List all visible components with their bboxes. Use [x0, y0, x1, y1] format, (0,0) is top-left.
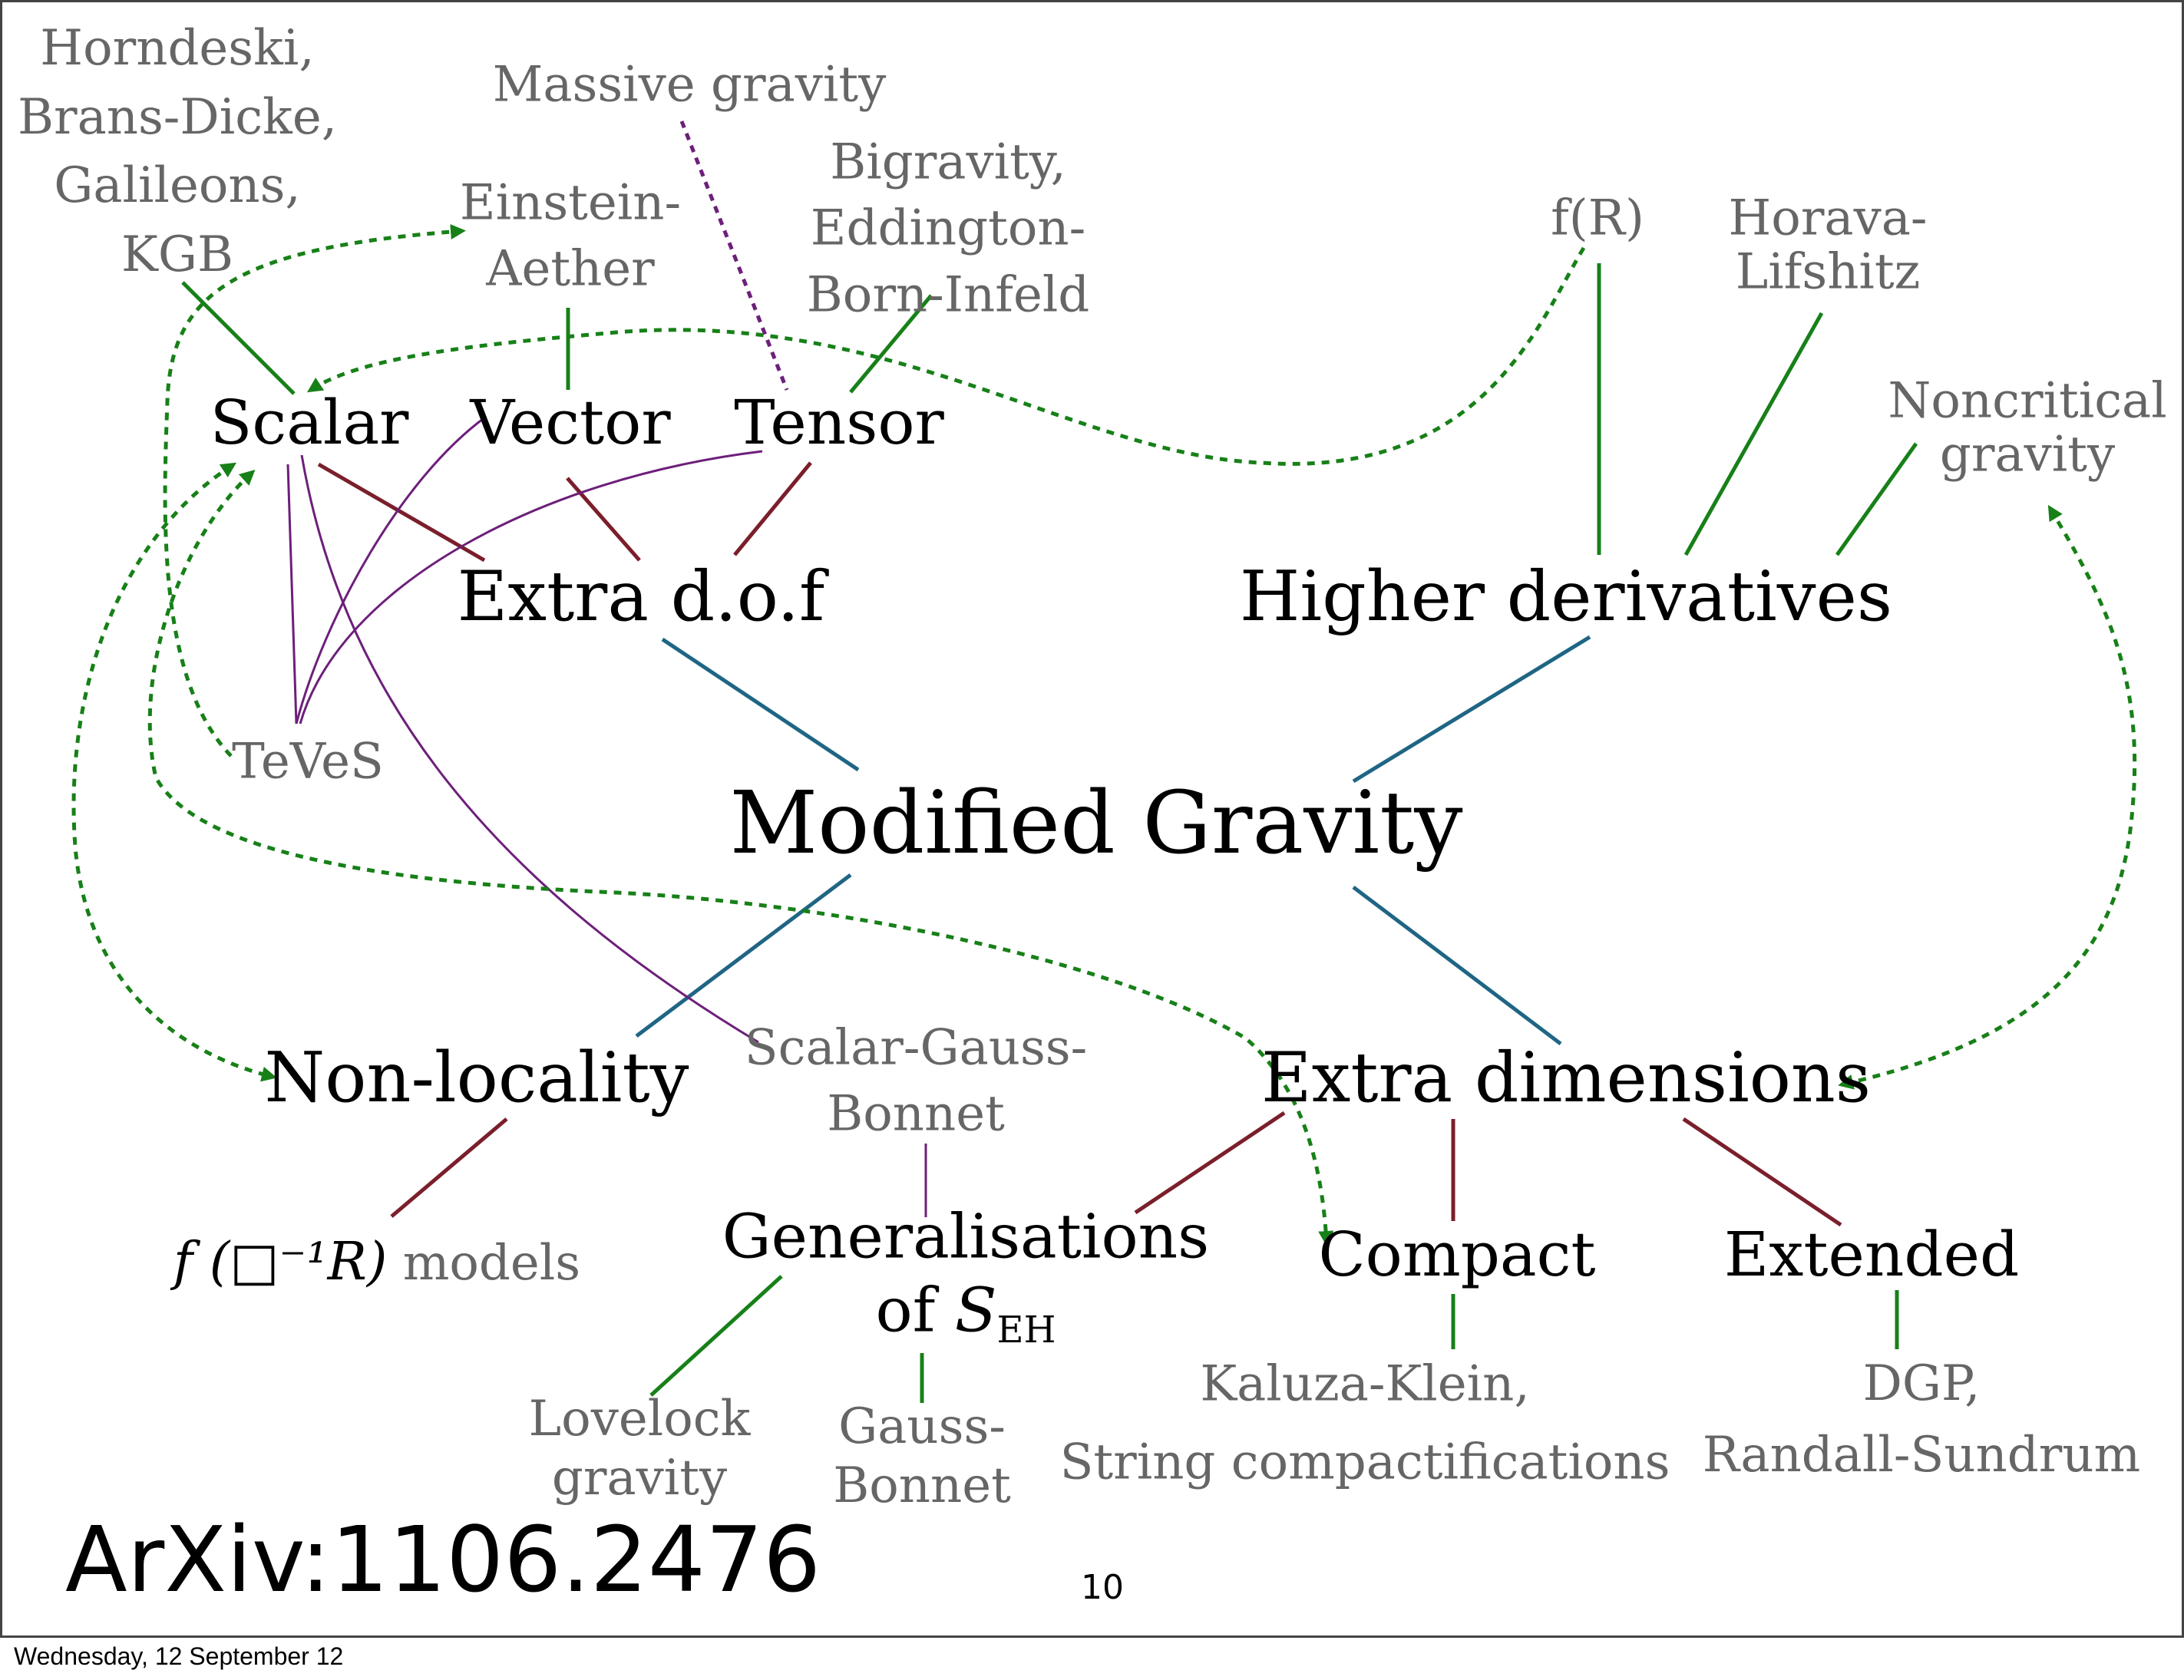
- edge-generalisations-lovelock: [649, 1275, 783, 1397]
- edge-center-higher-derivatives: [1352, 635, 1591, 784]
- edge-nonlocality-models: [390, 1117, 508, 1218]
- arxiv-reference: ArXiv:1106.2476: [65, 1507, 821, 1612]
- edge-center-extra-dimensions: [1352, 886, 1562, 1045]
- theory-massive-gravity: Massive gravity: [492, 56, 887, 114]
- node-extra-dof: Extra d.o.f: [457, 556, 825, 637]
- edge-extradim-extended: [1682, 1117, 1842, 1227]
- edge-center-extra-dof: [661, 637, 860, 772]
- edge-extradim-generalisations: [1134, 1111, 1286, 1215]
- generalisations-line1: Generalisations: [722, 1200, 1210, 1272]
- theory-nonlocal-models: f (□⁻¹R) models: [173, 1231, 580, 1294]
- bigravity-line1: Bigravity,: [830, 134, 1066, 191]
- footer-date: Wednesday, 12 September 12: [14, 1642, 344, 1670]
- theory-teves: TeVeS: [232, 733, 384, 790]
- theory-horava: Horava- Lifshitz: [1728, 190, 1928, 301]
- theory-f-r: f(R): [1551, 190, 1644, 247]
- edge-center-non-locality: [635, 873, 852, 1038]
- lovelock-line2: gravity: [551, 1450, 728, 1507]
- theory-scalar-gauss-bonnet: Scalar-Gauss- Bonnet: [745, 1015, 1088, 1148]
- theory-horndeski: Horndeski, Brans-Dicke, Galileons, KGB: [18, 15, 337, 289]
- node-modified-gravity: Modified Gravity: [729, 773, 1463, 873]
- lovelock-line1: Lovelock: [528, 1391, 751, 1448]
- node-tensor: Tensor: [734, 387, 944, 458]
- noncritical-line2: gravity: [1939, 427, 2116, 484]
- generalisations-prefix: of: [875, 1274, 955, 1346]
- horava-line1: Horava-: [1728, 190, 1928, 247]
- node-vector: Vector: [470, 387, 671, 458]
- edge-horndeski-scalar: [181, 281, 296, 395]
- sgb-line1: Scalar-Gauss-: [744, 1019, 1088, 1077]
- edge-horava-higher: [1683, 312, 1824, 556]
- horndeski-line2: Brans-Dicke,: [17, 88, 338, 146]
- arrow-scalar-compact: [147, 469, 1334, 1246]
- gaussbonnet-line2: Bonnet: [833, 1457, 1011, 1514]
- theory-kaluza-klein: Kaluza-Klein, String compactifications: [1060, 1345, 1670, 1503]
- kaluza-line2: String compactifications: [1059, 1434, 1670, 1491]
- node-extended: Extended: [1723, 1219, 2020, 1290]
- theory-lovelock: Lovelock gravity: [529, 1390, 751, 1508]
- bigravity-line3: Born-Infeld: [806, 266, 1090, 324]
- noncritical-line1: Noncritical: [1888, 372, 2167, 430]
- edge-massive-tensor: [679, 120, 789, 391]
- page-number: 10: [1081, 1568, 1124, 1607]
- edge-tensor-extra-dof: [733, 461, 812, 556]
- aether-line1: Einstein-: [459, 174, 682, 232]
- horava-line2: Lifshitz: [1735, 244, 1921, 301]
- edge-teves-scalar: [286, 464, 298, 724]
- edge-bigravity-tensor: [849, 294, 933, 394]
- theory-dgp: DGP, Randall-Sundrum: [1703, 1348, 2140, 1491]
- dgp-line2: Randall-Sundrum: [1702, 1427, 2141, 1484]
- sgb-line2: Bonnet: [827, 1086, 1005, 1143]
- generalisations-symbol: S: [954, 1274, 997, 1346]
- theory-gauss-bonnet: Gauss- Bonnet: [833, 1398, 1011, 1516]
- generalisations-subscript: EH: [996, 1308, 1056, 1352]
- aether-line2: Aether: [486, 241, 655, 298]
- arrow-scalar-nonlocality: [71, 462, 277, 1082]
- gaussbonnet-line1: Gauss-: [838, 1398, 1006, 1456]
- node-higher-derivatives: Higher derivatives: [1239, 556, 1893, 637]
- kaluza-line1: Kaluza-Klein,: [1200, 1355, 1530, 1413]
- theory-einstein-aether: Einstein- Aether: [460, 170, 681, 303]
- diagram-edges: [71, 120, 2137, 1403]
- theory-noncritical: Noncritical gravity: [1888, 372, 2167, 484]
- slide-frame: Modified Gravity Extra d.o.f Higher deri…: [0, 0, 2184, 1638]
- edge-vector-extra-dof: [566, 477, 641, 562]
- arrow-noncritical-extradim: [1838, 504, 2137, 1090]
- node-non-locality: Non-locality: [264, 1038, 689, 1118]
- theory-bigravity: Bigravity, Eddington- Born-Infeld: [807, 129, 1090, 328]
- dgp-line1: DGP,: [1862, 1355, 1981, 1413]
- node-generalisations: Generalisations of SEH: [722, 1200, 1209, 1353]
- arrow-teves-aether: [163, 224, 466, 757]
- arrow-fr-scalar: [306, 246, 1586, 466]
- node-compact: Compact: [1318, 1219, 1596, 1290]
- node-scalar: Scalar: [210, 387, 409, 458]
- nonlocal-suffix: models: [402, 1235, 581, 1292]
- generalisations-line2: of SEH: [722, 1274, 1209, 1353]
- horndeski-line1: Horndeski,: [40, 19, 315, 77]
- edge-scalar-extra-dof: [317, 462, 486, 563]
- horndeski-line4: KGB: [121, 226, 233, 283]
- nonlocal-formula: f (□⁻¹R): [173, 1232, 388, 1293]
- horndeski-line3: Galileons,: [54, 157, 301, 214]
- bigravity-line2: Eddington-: [810, 200, 1086, 257]
- node-extra-dimensions: Extra dimensions: [1261, 1038, 1872, 1118]
